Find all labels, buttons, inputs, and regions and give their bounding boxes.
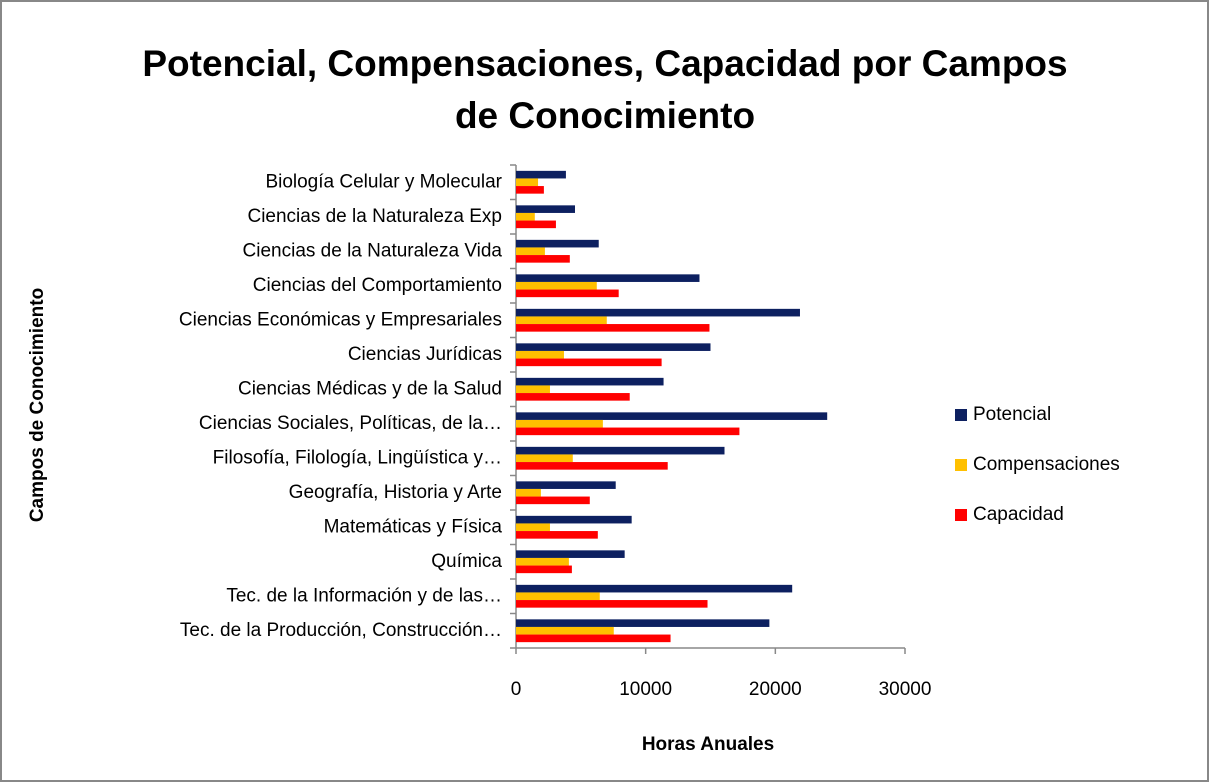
y-tick-label: Ciencias Médicas y de la Salud (238, 378, 502, 399)
bar (516, 557, 569, 566)
y-tick-label: Matemáticas y Física (324, 516, 503, 537)
bar (516, 550, 625, 558)
bar (516, 454, 573, 463)
bar (516, 239, 599, 248)
bar (516, 393, 630, 401)
bar (516, 205, 575, 213)
bar (516, 592, 600, 601)
x-tick-label: 10000 (619, 679, 672, 700)
bar (516, 515, 632, 524)
y-tick-label: Biología Celular y Molecular (265, 171, 502, 192)
bar (516, 274, 700, 282)
bar (516, 565, 572, 574)
bar (516, 531, 598, 539)
bar (516, 170, 566, 179)
x-tick-label: 30000 (879, 679, 932, 700)
bar (516, 377, 664, 386)
bar (516, 634, 671, 643)
legend-swatch (955, 409, 967, 421)
y-axis-title: Campos de Conocimiento (27, 288, 48, 522)
bar (516, 419, 603, 428)
y-tick-label: Tec. de la Información y de las… (226, 585, 502, 606)
x-tick-label: 0 (511, 679, 522, 700)
y-tick-label: Química (431, 551, 502, 572)
legend-swatch (955, 459, 967, 471)
bar (516, 385, 550, 394)
y-tick-label: Ciencias del Comportamiento (253, 275, 502, 296)
bar (516, 281, 597, 290)
legend-swatch (955, 509, 967, 521)
y-tick-label: Ciencias Económicas y Empresariales (179, 309, 502, 330)
bar (516, 343, 711, 351)
bar (516, 255, 570, 263)
bar (516, 289, 619, 298)
bar (516, 358, 662, 367)
bar (516, 178, 539, 187)
bar (516, 446, 725, 455)
bar (516, 619, 770, 627)
x-tick-label: 20000 (749, 679, 802, 700)
bar (516, 481, 616, 489)
y-tick-label: Ciencias Sociales, Políticas, de la… (199, 413, 502, 434)
y-tick-label: Tec. de la Producción, Construcción… (180, 620, 502, 641)
x-axis-title: Horas Anuales (642, 734, 774, 755)
bar (516, 308, 800, 317)
y-tick-label: Filosofía, Filología, Lingüística y… (213, 447, 502, 468)
bar (516, 412, 828, 420)
y-tick-label: Ciencias de la Naturaleza Exp (247, 206, 502, 227)
bar (516, 488, 541, 497)
bar (516, 186, 544, 194)
bar (516, 212, 535, 221)
bar (516, 584, 793, 593)
bar (516, 220, 556, 229)
bar (516, 316, 607, 325)
bar (516, 247, 545, 256)
chart-title: Potencial, Compensaciones, Capacidad por… (142, 43, 1068, 136)
y-tick-label: Geografía, Historia y Arte (289, 482, 502, 503)
bar (516, 324, 710, 332)
bar (516, 427, 740, 436)
legend-label: Compensaciones (973, 454, 1120, 475)
bar (516, 350, 564, 359)
legend-label: Potencial (973, 404, 1051, 425)
legend-label: Capacidad (973, 504, 1064, 525)
bar (516, 462, 668, 470)
bar (516, 626, 614, 635)
y-tick-label: Ciencias de la Naturaleza Vida (243, 240, 503, 261)
bar (516, 496, 590, 505)
y-tick-label: Ciencias Jurídicas (348, 344, 502, 365)
bar (516, 600, 708, 608)
bar (516, 523, 550, 532)
